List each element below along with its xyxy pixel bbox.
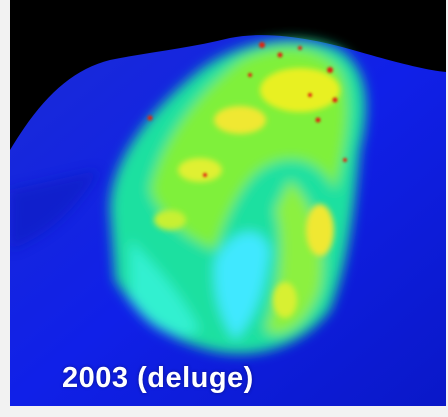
surface-render: 2003 (deluge) xyxy=(0,0,448,412)
caption: 2003 (deluge) xyxy=(62,362,254,395)
terrain-image xyxy=(0,0,448,412)
